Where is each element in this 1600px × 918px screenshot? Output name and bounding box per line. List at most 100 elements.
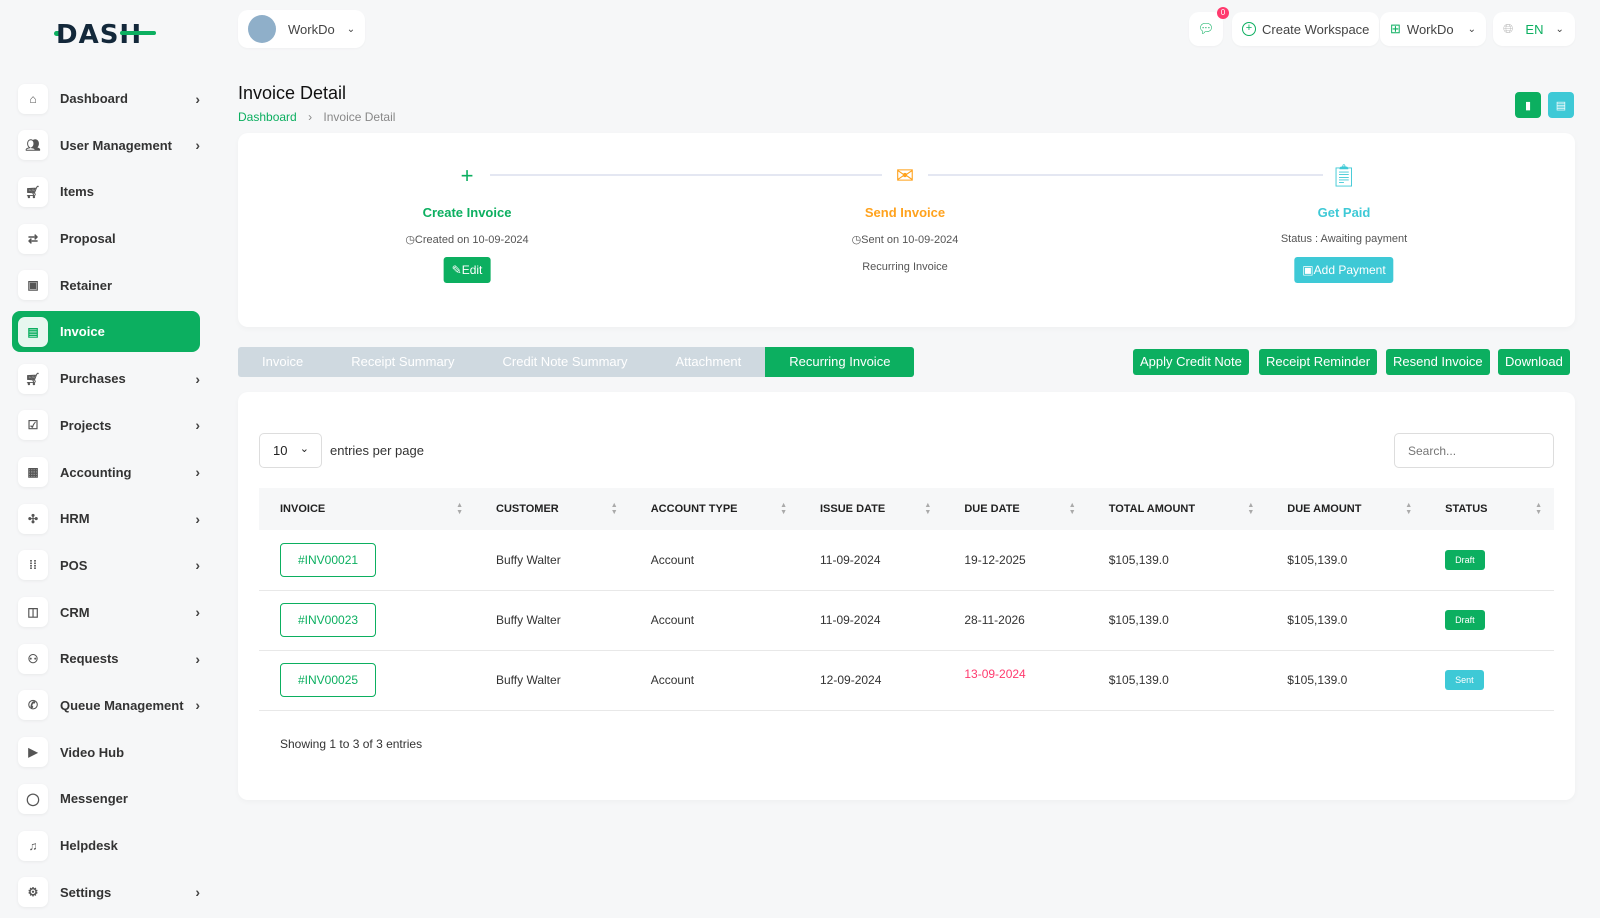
file-icon: ▮ — [1524, 99, 1532, 112]
edit-button[interactable]: ✎Edit — [443, 257, 491, 283]
step-subtitle: Status : Awaiting payment — [1280, 233, 1408, 245]
mail-icon: ✉ — [895, 163, 915, 188]
chevron-right-icon: › — [195, 417, 200, 434]
chevron-right-icon: › — [195, 137, 200, 154]
create-workspace-button[interactable]: + Create Workspace — [1232, 12, 1380, 46]
create-workspace-label: Create Workspace — [1262, 21, 1370, 37]
export-file-button[interactable]: ▮ — [1515, 92, 1541, 118]
breadcrumb-separator-icon: › — [308, 110, 313, 124]
step-subtitle: ◷Created on 10-09-2024 — [405, 234, 529, 246]
sidebar-item-label: Proposal — [60, 231, 116, 247]
status-badge: Draft — [1445, 549, 1485, 570]
due-amount-cell: $105,139.0 — [1266, 590, 1425, 651]
language-label: EN — [1525, 21, 1544, 37]
progress-line — [928, 174, 1323, 176]
due-amount-cell: $105,139.0 — [1266, 650, 1425, 711]
chevron-right-icon: › — [195, 557, 200, 574]
sidebar-item-purchases[interactable]: 🛒︎ Purchases › — [12, 358, 204, 399]
sidebar-item-requests[interactable]: ⚇ Requests › — [12, 638, 204, 679]
total-amount-cell: $105,139.0 — [1087, 650, 1267, 711]
sort-icon: ▲ ▼ — [1405, 502, 1413, 516]
tab-credit-note-summary[interactable]: Credit Note Summary — [502, 354, 628, 369]
invoice-link[interactable]: #INV00023 — [280, 603, 377, 637]
apply-credit-note-button[interactable]: Apply Credit Note — [1133, 349, 1249, 375]
sidebar-item-user-management[interactable]: 👥︎ User Management › — [12, 125, 204, 166]
customer-cell: Buffy Walter — [475, 650, 630, 711]
column-header[interactable]: INVOICE ▲ ▼ — [259, 488, 475, 530]
table-row: #INV00023 Buffy Walter Account 11-09-202… — [259, 590, 1554, 651]
tab-attachment[interactable]: Attachment — [675, 354, 742, 369]
invoice-link[interactable]: #INV00021 — [280, 542, 377, 577]
plus-circle-icon: + — [1242, 22, 1256, 36]
recurring-invoice-table: INVOICE ▲ ▼ CUSTOMER ▲ ▼ ACCOUNT TYPE ▲ ▼ ISSUE D… — [259, 488, 1554, 711]
sidebar-item-settings[interactable]: ⚙ Settings › — [12, 872, 204, 913]
account-type-cell: Account — [629, 650, 799, 711]
resend-invoice-button[interactable]: Resend Invoice — [1386, 349, 1490, 375]
account-type-cell: Account — [629, 590, 799, 651]
receipt-reminder-button[interactable]: Receipt Reminder — [1259, 349, 1378, 375]
invoice-cell: #INV00023 — [259, 590, 475, 651]
page-size-value: 10 — [273, 443, 288, 458]
messenger-button[interactable]: 💬︎ 0 — [1189, 7, 1229, 46]
globe-icon: 🌐︎ — [1503, 21, 1514, 36]
video-icon: ▶ — [18, 737, 48, 768]
sidebar-item-messenger[interactable]: ◯ Messenger — [12, 778, 204, 819]
total-amount-cell: $105,139.0 — [1087, 590, 1267, 651]
column-header[interactable]: ISSUE DATE ▲ ▼ — [799, 488, 944, 530]
search-input[interactable] — [1394, 433, 1554, 468]
sidebar-item-hrm[interactable]: ✣ HRM › — [12, 498, 204, 539]
sidebar-item-items[interactable]: 🛒︎ Items — [12, 171, 204, 212]
status-badge: Sent — [1445, 670, 1484, 690]
breadcrumb: Dashboard › Invoice Detail — [238, 110, 395, 124]
sidebar-item-dashboard[interactable]: ⌂ Dashboard › — [12, 78, 204, 119]
workspace-switcher[interactable]: WorkDo ⌄ — [238, 10, 366, 48]
sidebar-item-helpdesk[interactable]: ♫ Helpdesk — [12, 825, 204, 866]
sidebar-item-accounting[interactable]: ▦ Accounting › — [12, 452, 204, 493]
column-header[interactable]: STATUS ▲ ▼ — [1424, 488, 1554, 530]
sidebar-item-pos[interactable]: ⁞⁞ POS › — [12, 545, 204, 586]
chevron-right-icon: › — [195, 90, 200, 107]
page-title: Invoice Detail — [238, 83, 347, 103]
home-icon: ⌂ — [18, 83, 48, 114]
gear-icon: ⚙ — [18, 877, 48, 908]
workspace-dropdown[interactable]: ⊞ WorkDo ⌄ — [1380, 12, 1487, 46]
account-type-cell: Account — [629, 530, 799, 591]
sort-icon: ▲ ▼ — [456, 502, 463, 516]
notification-badge: 0 — [1217, 7, 1229, 19]
sidebar-item-retainer[interactable]: ▣ Retainer — [12, 265, 204, 306]
add-payment-button[interactable]: ▣Add Payment — [1294, 257, 1394, 283]
column-header[interactable]: DUE DATE ▲ ▼ — [943, 488, 1088, 530]
tab-invoice[interactable]: Invoice — [262, 354, 304, 369]
sidebar-item-invoice[interactable]: ▤ Invoice — [12, 311, 200, 353]
grid-icon: ▦ — [18, 457, 48, 487]
breadcrumb-dashboard[interactable]: Dashboard — [238, 110, 297, 124]
issue-date-cell: 11-09-2024 — [799, 590, 944, 651]
sidebar-item-label: Video Hub — [60, 744, 125, 760]
phone-icon: ✆ — [18, 690, 48, 721]
page-size-select[interactable]: 10 ⌄ — [259, 433, 322, 468]
sidebar-item-proposal[interactable]: ⇄ Proposal — [12, 218, 204, 259]
download-button[interactable]: Download — [1498, 349, 1570, 375]
column-header[interactable]: ACCOUNT TYPE ▲ ▼ — [629, 488, 799, 530]
column-header[interactable]: DUE AMOUNT ▲ ▼ — [1266, 488, 1425, 530]
column-header[interactable]: CUSTOMER ▲ ▼ — [475, 488, 630, 530]
language-dropdown[interactable]: 🌐︎ EN ⌄ — [1493, 12, 1575, 46]
sidebar-item-video-hub[interactable]: ▶ Video Hub — [12, 732, 204, 773]
chevron-down-icon: ⌄ — [299, 443, 309, 455]
column-header[interactable]: TOTAL AMOUNT ▲ ▼ — [1087, 488, 1267, 530]
tab-recurring-invoice[interactable]: Recurring Invoice — [765, 347, 915, 377]
sidebar-item-label: Items — [60, 184, 94, 200]
chevron-right-icon: › — [195, 697, 200, 714]
sidebar-item-crm[interactable]: ◫ CRM › — [12, 592, 204, 633]
clipboard-icon: ▤ — [1555, 99, 1567, 112]
table-info: Showing 1 to 3 of 3 entries — [280, 737, 423, 751]
tab-receipt-summary[interactable]: Receipt Summary — [351, 354, 455, 369]
chevron-right-icon: › — [195, 650, 200, 667]
sidebar-item-projects[interactable]: ☑ Projects › — [12, 405, 204, 446]
workspace-label: WorkDo — [1406, 21, 1454, 37]
sidebar-item-queue-management[interactable]: ✆ Queue Management › — [12, 685, 204, 726]
hrm-icon: ✣ — [18, 503, 48, 534]
issue-date-cell: 11-09-2024 — [799, 530, 944, 591]
invoice-link[interactable]: #INV00025 — [280, 663, 377, 697]
copy-button[interactable]: ▤ — [1548, 92, 1574, 118]
